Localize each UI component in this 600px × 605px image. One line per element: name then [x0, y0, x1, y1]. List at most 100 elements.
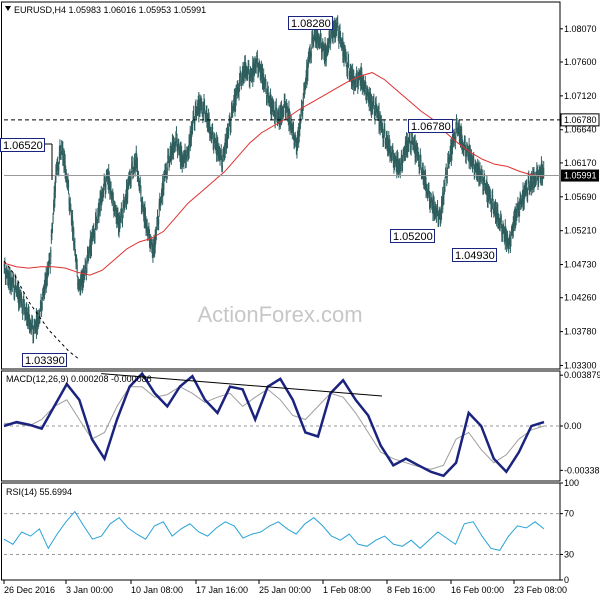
candle-body	[222, 165, 223, 170]
candle-body	[120, 214, 121, 218]
candle-body	[346, 57, 347, 61]
candle-body	[328, 42, 329, 46]
time-tick-label: 3 Jan 00:00	[66, 585, 113, 595]
candle-body	[33, 334, 34, 336]
time-tick-label: 26 Dec 2016	[4, 585, 55, 595]
candle-body	[437, 205, 438, 209]
time-tick-label: 17 Jan 16:00	[196, 585, 248, 595]
macd-tick-label: 0.00	[564, 421, 582, 431]
candle-body	[58, 167, 59, 169]
price-tick-label: 1.08070	[564, 24, 597, 34]
candle-body	[445, 181, 446, 186]
candle-body	[490, 195, 491, 197]
candle-body	[511, 237, 512, 244]
price-tick-label: 1.03300	[564, 360, 597, 370]
price-panel: ActionForex.com1.080701.076001.071201.06…	[1, 2, 600, 370]
price-callout-label: 1.04930	[455, 250, 495, 262]
price-panel-title: EURUSD,H4 1.05983 1.06016 1.05953 1.0599…	[14, 5, 206, 15]
candle-body	[212, 127, 213, 129]
candle-body	[122, 218, 123, 221]
rsi-panel-title: RSI(14) 55.6994	[6, 487, 72, 497]
candle-body	[482, 176, 483, 181]
candle-body	[13, 280, 14, 285]
candle-body	[283, 111, 284, 115]
macd-tick-label: 0.003879	[564, 370, 600, 380]
price-tick-label: 1.04260	[564, 293, 597, 303]
time-tick-label: 1 Feb 08:00	[323, 585, 371, 595]
candle-body	[428, 186, 429, 188]
candle-body	[228, 127, 229, 132]
candle-body	[543, 168, 544, 175]
candle-body	[131, 177, 132, 182]
candle-body	[438, 219, 439, 224]
candle-body	[103, 191, 104, 195]
candle-body	[510, 246, 511, 248]
time-tick-label: 8 Feb 16:00	[387, 585, 435, 595]
candle-body	[256, 63, 257, 67]
macd-tick-label: -0.003387	[564, 465, 600, 475]
rsi-tick-label: 70	[564, 509, 574, 519]
candle-body	[373, 101, 374, 104]
candle-body	[175, 138, 176, 143]
macd-signal-line	[4, 387, 544, 470]
resistance-price-label: 1.06780	[564, 115, 597, 125]
price-callout-label: 1.06780	[411, 121, 451, 133]
candle-body	[347, 68, 348, 73]
candle-body	[86, 259, 87, 267]
candle-body	[418, 156, 419, 160]
candle-body	[473, 158, 474, 164]
candle-body	[68, 182, 69, 187]
rsi-line	[4, 512, 544, 551]
candle-body	[238, 93, 239, 94]
macd-panel: 0.003879 0.00 -0.003387 MACD(12,26,9) 0.000…	[2, 370, 600, 481]
candle-body	[348, 60, 349, 65]
candle-body	[455, 128, 456, 135]
price-tick-label: 1.03780	[564, 327, 597, 337]
candle-body	[53, 216, 54, 221]
candle-body	[284, 96, 285, 101]
candle-body	[52, 229, 53, 230]
candle-body	[384, 129, 385, 135]
price-callout-label: 1.05200	[393, 231, 433, 243]
candle-body	[24, 304, 25, 311]
time-tick-label: 10 Jan 08:00	[131, 585, 183, 595]
price-callout-label: 1.03390	[25, 355, 65, 367]
price-tick-label: 1.07600	[564, 57, 597, 67]
time-tick-label: 25 Jan 00:00	[259, 585, 311, 595]
candle-body	[113, 199, 114, 206]
candle-body	[536, 178, 537, 183]
candle-body	[420, 160, 421, 167]
candle-body	[356, 80, 357, 85]
candle-body	[330, 34, 331, 41]
rsi-tick-label: 30	[564, 549, 574, 559]
macd-panel-title: MACD(12,26,9) 0.000208 -0.000086	[6, 374, 152, 384]
candle-body	[411, 143, 412, 149]
candle-body	[192, 123, 193, 128]
candle-body	[76, 258, 77, 259]
candle-body	[221, 150, 222, 154]
candle-body	[501, 216, 502, 221]
candle-body	[22, 303, 23, 307]
candle-body	[32, 319, 33, 323]
macd-main-line	[4, 374, 544, 476]
candle-body	[42, 303, 43, 309]
candle-body	[50, 268, 51, 269]
collapse-triangle-icon	[5, 6, 11, 11]
candle-body	[393, 153, 394, 161]
candle-body	[382, 127, 383, 131]
candle-body	[177, 137, 178, 145]
candle-body	[410, 136, 411, 140]
candle-body	[248, 63, 249, 67]
candle-body	[492, 195, 493, 197]
candle-body	[302, 112, 303, 113]
candle-body	[338, 32, 339, 37]
candle-body	[500, 225, 501, 229]
watermark: ActionForex.com	[197, 302, 362, 327]
candle-body	[538, 177, 539, 181]
candle-body	[265, 86, 266, 91]
candle-body	[148, 227, 149, 229]
price-callout-label: 1.08280	[291, 18, 331, 30]
candle-body	[465, 139, 466, 143]
candle-body	[526, 185, 527, 188]
